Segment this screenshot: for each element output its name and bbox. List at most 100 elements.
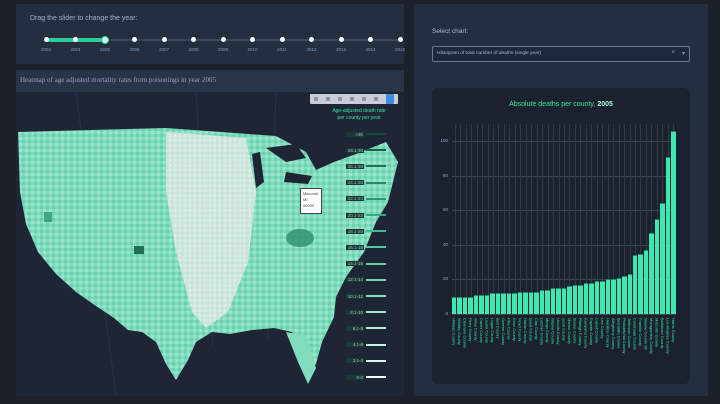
bar[interactable]: [665, 156, 671, 314]
bar[interactable]: [605, 279, 611, 314]
slider-year-label[interactable]: 2007: [158, 47, 170, 52]
legend-item[interactable]: 0-2: [346, 373, 386, 381]
bar[interactable]: [627, 274, 632, 314]
bar[interactable]: [501, 293, 506, 314]
slider-mark[interactable]: [397, 37, 403, 42]
bar[interactable]: [539, 289, 545, 314]
legend-item[interactable]: >30: [346, 130, 386, 138]
year-slider-panel: Drag the slider to change the year: 2003…: [16, 4, 406, 64]
legend-item[interactable]: 4.1-6: [346, 341, 386, 349]
zoom-icon[interactable]: [326, 97, 330, 101]
bar[interactable]: [572, 284, 578, 314]
slider-year-label[interactable]: 2004: [70, 47, 81, 52]
slider-mark[interactable]: [73, 37, 78, 42]
legend-item[interactable]: 18.1-20: [346, 227, 386, 235]
bar[interactable]: [556, 288, 561, 314]
y-tick-label: 0: [445, 311, 448, 316]
slider-mark[interactable]: [161, 37, 167, 42]
bar[interactable]: [512, 293, 517, 314]
bar[interactable]: [545, 289, 550, 314]
slider-year-label[interactable]: 2012: [306, 47, 317, 52]
pan-icon[interactable]: [338, 97, 342, 101]
bar[interactable]: [452, 296, 457, 314]
slider-year-label[interactable]: 2010: [247, 47, 258, 52]
bar[interactable]: [523, 291, 528, 314]
bar[interactable]: [528, 291, 534, 314]
camera-icon[interactable]: [314, 97, 318, 101]
bar-chart-plot[interactable]: 0 20 40 60 80 100: [440, 124, 676, 316]
slider-year-label[interactable]: 2008: [188, 47, 199, 52]
slider-year-label[interactable]: 2006: [129, 47, 140, 52]
slider-year-label[interactable]: 2003: [40, 47, 52, 52]
bar[interactable]: [632, 255, 638, 314]
slider-year-label[interactable]: 2013: [335, 47, 347, 52]
zoom-out-icon[interactable]: [362, 97, 366, 101]
slider-year-label[interactable]: 2009: [217, 47, 229, 52]
bar[interactable]: [561, 288, 567, 314]
legend-item[interactable]: 28.1-30: [346, 146, 386, 154]
chart-panel: Select chart: Histogram of total number …: [414, 4, 708, 396]
bar[interactable]: [600, 281, 605, 314]
slider-mark[interactable]: [43, 37, 49, 42]
slider-mark[interactable]: [191, 37, 196, 42]
legend-item[interactable]: 10.1-12: [346, 292, 386, 300]
bar[interactable]: [457, 296, 462, 314]
clear-icon[interactable]: ×: [671, 50, 675, 56]
slider-year-label[interactable]: 2011: [277, 47, 287, 52]
legend-item[interactable]: 20.1-22: [346, 211, 386, 219]
bar[interactable]: [479, 295, 484, 314]
bar[interactable]: [638, 253, 643, 314]
bar[interactable]: [534, 291, 539, 314]
slider-mark[interactable]: [250, 37, 255, 42]
slider-mark[interactable]: [220, 37, 226, 42]
slider-mark[interactable]: [309, 37, 314, 42]
y-tick-label: 20: [442, 276, 448, 282]
legend-item[interactable]: 6.1-8: [346, 324, 386, 332]
legend-item[interactable]: 12.1-14: [346, 276, 386, 284]
slider-mark[interactable]: [132, 37, 137, 42]
slider-year-label[interactable]: 2014: [365, 47, 376, 52]
bar[interactable]: [578, 284, 583, 314]
x-tick-label: Lincoln County: [556, 318, 561, 345]
bar[interactable]: [649, 232, 654, 314]
bar[interactable]: [671, 130, 676, 314]
bar[interactable]: [567, 286, 572, 314]
chart-type-dropdown[interactable]: Histogram of total number of deaths (sin…: [432, 46, 690, 62]
legend-item[interactable]: 16.1-18: [346, 243, 386, 251]
bar[interactable]: [468, 296, 473, 314]
bar[interactable]: [550, 288, 556, 314]
bar[interactable]: [616, 277, 622, 314]
bar[interactable]: [643, 250, 649, 314]
bar[interactable]: [473, 295, 479, 314]
zoom-in-icon[interactable]: [350, 97, 354, 101]
slider-mark[interactable]: [368, 37, 373, 42]
bar[interactable]: [506, 293, 512, 314]
bar[interactable]: [517, 291, 523, 314]
slider-handle[interactable]: [101, 36, 109, 44]
bar[interactable]: [654, 219, 660, 314]
bar[interactable]: [594, 281, 600, 314]
bar[interactable]: [495, 293, 501, 314]
chevron-down-icon[interactable]: ▾: [681, 51, 685, 57]
legend-item[interactable]: 26.1-28: [346, 162, 386, 170]
legend-item[interactable]: 24.1-26: [346, 179, 386, 187]
slider-year-label[interactable]: 2015: [394, 47, 406, 52]
slider-year-label[interactable]: 2005: [99, 47, 111, 52]
legend-item[interactable]: 14.1-16: [346, 260, 386, 268]
plotly-logo-icon[interactable]: [386, 94, 394, 104]
slider-mark[interactable]: [279, 37, 285, 42]
bar[interactable]: [484, 295, 490, 314]
bar[interactable]: [490, 293, 495, 314]
legend-item[interactable]: 2.1-4: [346, 357, 386, 365]
bar[interactable]: [622, 276, 627, 314]
bar[interactable]: [462, 296, 468, 314]
bar[interactable]: [611, 279, 616, 314]
reset-axes-icon[interactable]: [374, 97, 378, 101]
bar[interactable]: [583, 282, 589, 314]
slider-mark[interactable]: [338, 37, 344, 42]
bar[interactable]: [589, 282, 594, 314]
choropleth-map[interactable]: Age-adjusted death rate per county per y…: [16, 92, 404, 396]
legend-item[interactable]: 22.1-24: [346, 195, 386, 203]
legend-item[interactable]: 8.1-10: [346, 308, 386, 316]
bar[interactable]: [660, 203, 665, 314]
